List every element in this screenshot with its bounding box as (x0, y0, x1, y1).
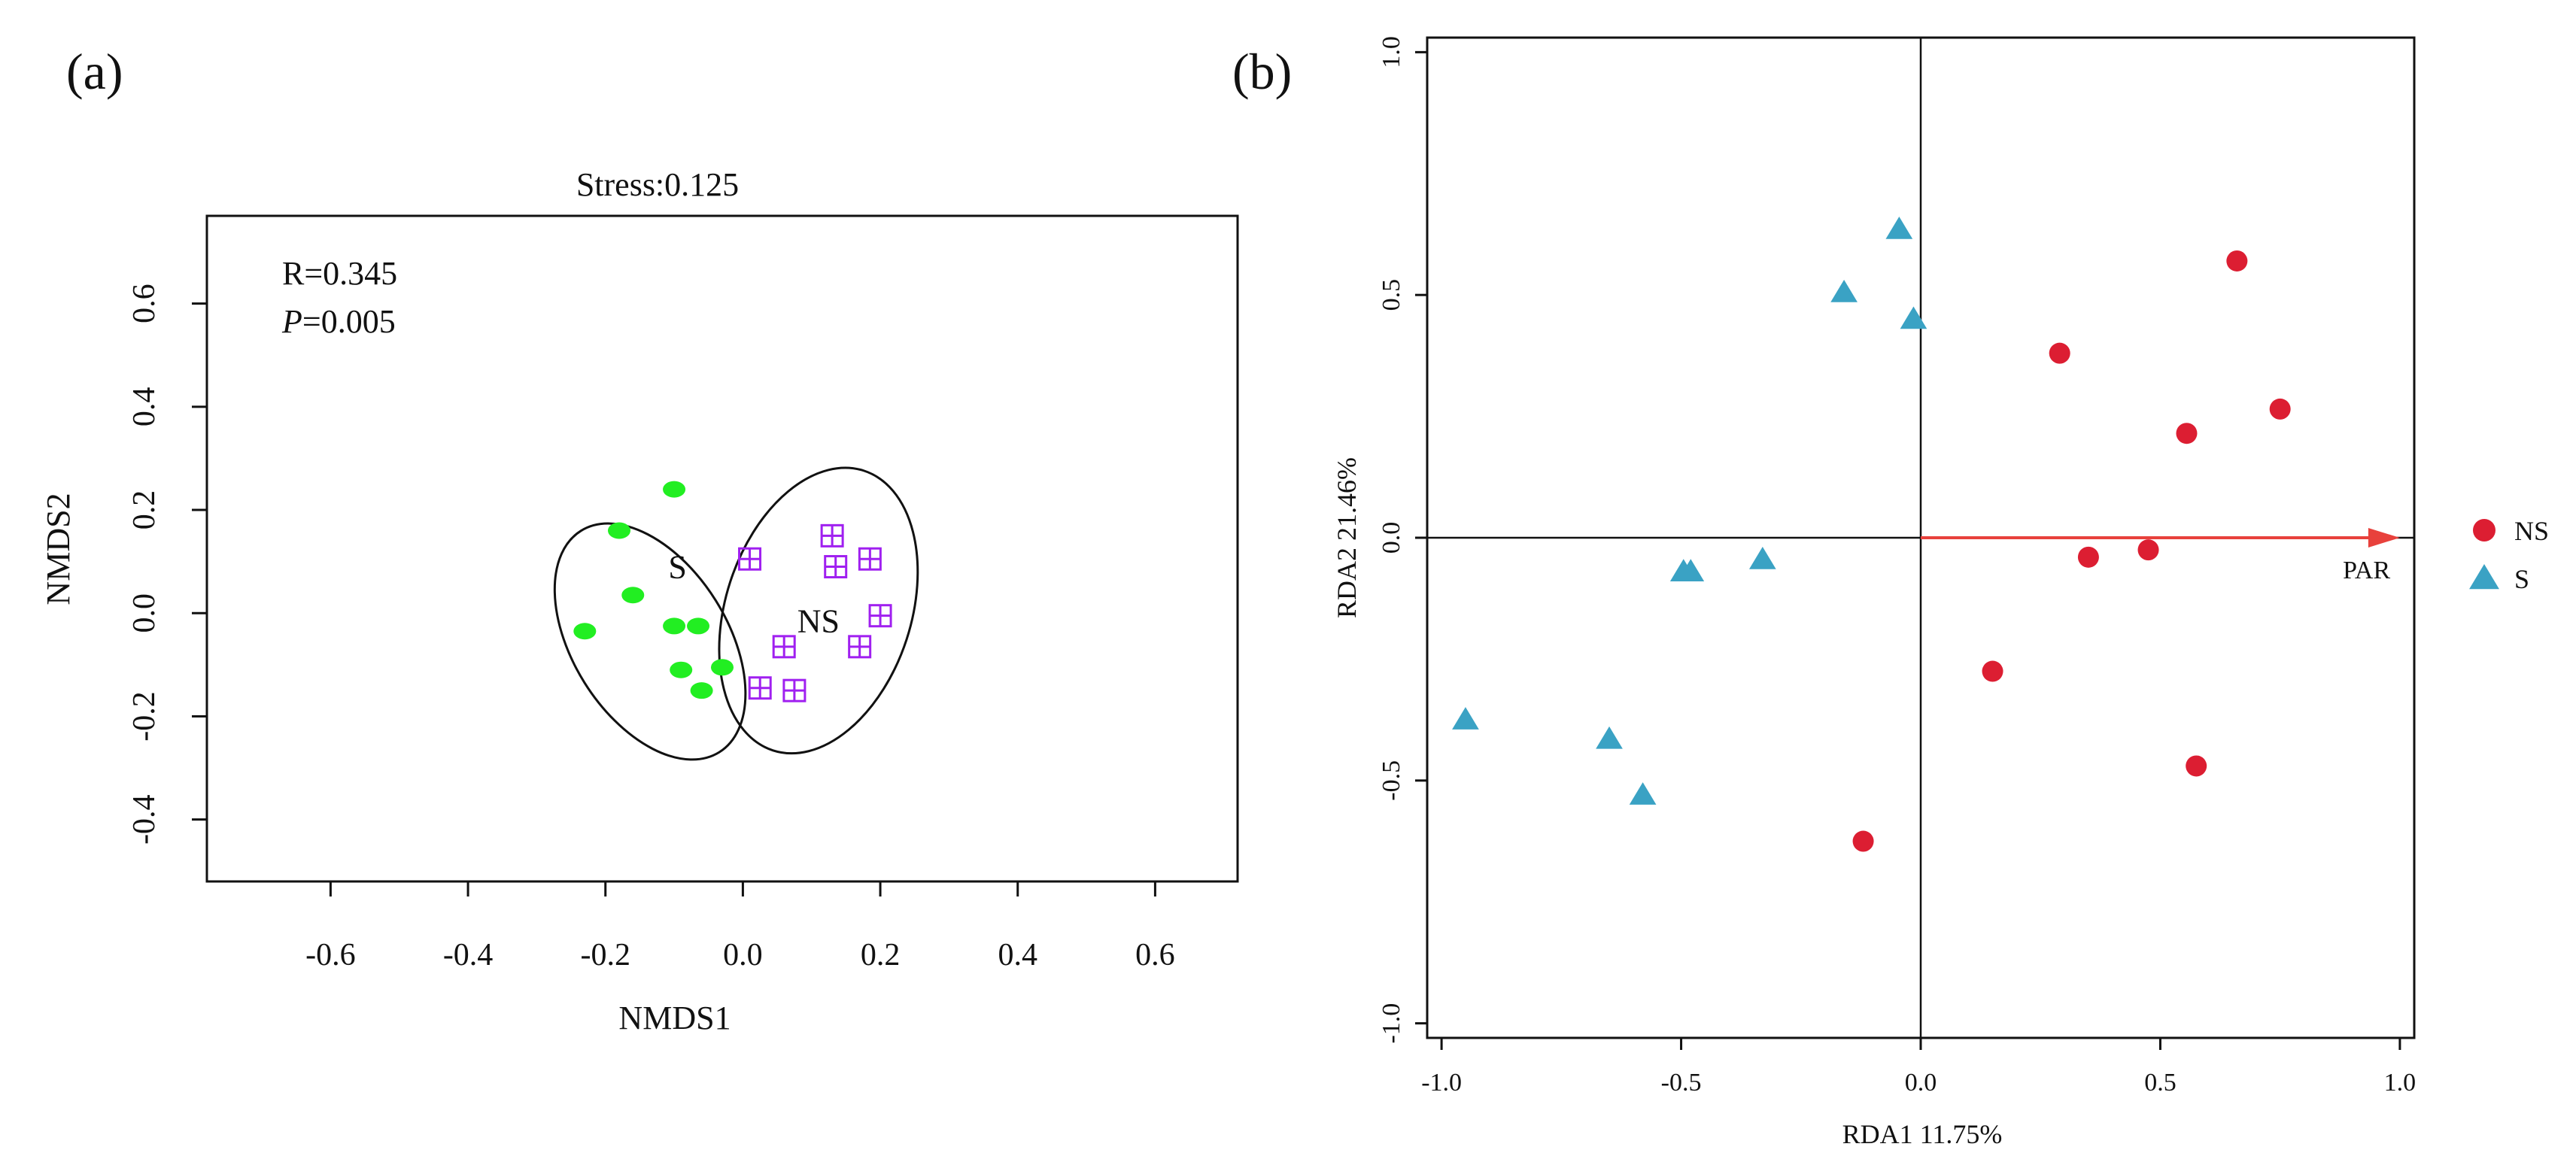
panel-a-ellipse-ns (718, 466, 919, 755)
panel-a-p-italic: P (281, 303, 302, 340)
panel-a-y-tick-label: -0.4 (127, 794, 162, 845)
panel-b-par-arrow-head (2368, 528, 2400, 548)
panel-a-title: Stress:0.125 (576, 166, 739, 203)
panel-b-par-arrow: PAR (1921, 528, 2400, 584)
panel-b-x-tick-label: 0.0 (1905, 1069, 1937, 1097)
panel-a-x-tick-label: -0.4 (443, 938, 494, 972)
panel-b-point-ns (2137, 539, 2159, 561)
panel-a-ellipses: S NS (553, 466, 919, 761)
panel-b-point-ns (2077, 546, 2099, 568)
panel-a-point-ns (748, 676, 772, 700)
panel-a-point-ns (848, 635, 872, 659)
panel-a-p-annotation: P=0.005 (281, 303, 396, 340)
panel-a-nmds: (a) Stress:0.125 R=0.345 P=0.005 S NS -0.… (40, 43, 1239, 1036)
panel-a-r-annotation: R=0.345 (282, 255, 397, 292)
panel-a-ellipse-label-s: S (668, 549, 686, 586)
panel-a-x-tick-label: -0.6 (305, 938, 356, 972)
panel-a-point-s (687, 617, 710, 635)
legend-label-s: S (2514, 564, 2529, 594)
panel-b-point-s (1748, 547, 1776, 569)
panel-a-points (573, 481, 892, 702)
panel-a-point-ns (772, 635, 796, 659)
panel-b-y-axis: -1.0 -0.5 0.0 0.5 1.0 (1378, 36, 1429, 1044)
panel-a-point-s (621, 587, 645, 604)
panel-b-label: (b) (1232, 43, 1292, 100)
legend-marker-s (2469, 564, 2499, 590)
panel-a-x-tick-label: -0.2 (580, 938, 630, 972)
panel-b-x-axis: -1.0 -0.5 0.0 0.5 1.0 (1421, 1036, 2417, 1097)
panel-a-point-s (573, 623, 597, 640)
panel-a-x-tick-label: 0.2 (861, 938, 901, 972)
panel-a-y-tick-label: 0.0 (127, 593, 162, 633)
panel-b-point-ns (1852, 830, 1874, 852)
panel-a-ellipse-s (553, 522, 747, 761)
panel-b-point-s (1596, 726, 1623, 749)
panel-a-point-ns (824, 555, 848, 579)
panel-b-point-ns (2176, 423, 2198, 444)
legend-marker-ns (2473, 519, 2496, 542)
panel-b-x-tick-label: -1.0 (1421, 1069, 1462, 1097)
panel-a-point-s (690, 682, 713, 699)
panel-a-p-value: =0.005 (302, 303, 396, 340)
panel-b-y-label: RDA2 21.46% (1332, 457, 1362, 618)
panel-b-point-ns (1982, 660, 2003, 682)
panel-a-y-label: NMDS2 (40, 493, 77, 605)
panel-a-y-axis: -0.4 -0.2 0.0 0.2 0.4 0.6 (127, 284, 208, 845)
panel-b-y-tick-label: -0.5 (1378, 760, 1405, 801)
panel-b-point-ns (2049, 342, 2070, 364)
legend-label-ns: NS (2514, 516, 2549, 546)
panel-a-label: (a) (66, 43, 123, 100)
panel-a-point-s (711, 659, 734, 676)
panel-a-x-tick-label: 0.0 (723, 938, 763, 972)
panel-a-x-tick-label: 0.4 (998, 938, 1037, 972)
panel-b-point-s (1677, 559, 1705, 581)
panel-a-point-s (663, 481, 686, 498)
panel-a-ellipse-label-ns: NS (797, 603, 840, 640)
panel-b-rda: (b) PAR -1.0 -0.5 0.0 0.5 1.0 -1.0 -0.5 0.0 0.5… (1232, 36, 2549, 1149)
panel-b-y-tick-label: 0.5 (1378, 279, 1405, 311)
panel-a-y-tick-label: 0.2 (127, 490, 162, 530)
panel-b-x-tick-label: 1.0 (2384, 1069, 2417, 1097)
panel-b-x-tick-label: 0.5 (2144, 1069, 2177, 1097)
panel-b-x-label: RDA1 11.75% (1842, 1119, 2003, 1149)
panel-a-point-ns (820, 523, 844, 548)
panel-b-par-label: PAR (2343, 557, 2390, 584)
panel-a-x-label: NMDS1 (618, 1000, 731, 1036)
panel-b-points (1452, 217, 2291, 852)
panel-a-point-s (670, 661, 693, 678)
panel-b-point-s (1452, 707, 1479, 730)
panel-a-point-ns (782, 678, 807, 702)
panel-b-point-s (1885, 217, 1913, 239)
panel-b-y-tick-label: -1.0 (1378, 1003, 1405, 1044)
panel-a-x-axis: -0.6 -0.4 -0.2 0.0 0.2 0.4 0.6 (305, 880, 1175, 972)
panel-b-point-s (1900, 306, 1927, 329)
panel-b-point-ns (2186, 755, 2207, 777)
panel-b-x-tick-label: -0.5 (1661, 1069, 1702, 1097)
panel-a-y-tick-label: 0.6 (127, 284, 162, 323)
panel-a-y-tick-label: -0.2 (127, 691, 162, 742)
panel-a-point-s (663, 617, 686, 635)
panel-b-y-tick-label: 0.0 (1378, 522, 1405, 554)
panel-a-point-ns (868, 604, 892, 628)
panel-b-y-tick-label: 1.0 (1378, 36, 1405, 68)
panel-b-point-s (1830, 279, 1858, 302)
panel-b-point-ns (2269, 398, 2291, 420)
panel-a-point-ns (738, 547, 762, 571)
panel-a-x-tick-label: 0.6 (1135, 938, 1175, 972)
panel-b-point-s (1629, 782, 1657, 805)
panel-a-point-ns (858, 547, 882, 571)
panel-b-point-ns (2226, 250, 2248, 272)
panel-a-point-s (608, 522, 630, 539)
panel-b-legend: NS S (2469, 516, 2549, 594)
panel-a-y-tick-label: 0.4 (127, 387, 162, 427)
